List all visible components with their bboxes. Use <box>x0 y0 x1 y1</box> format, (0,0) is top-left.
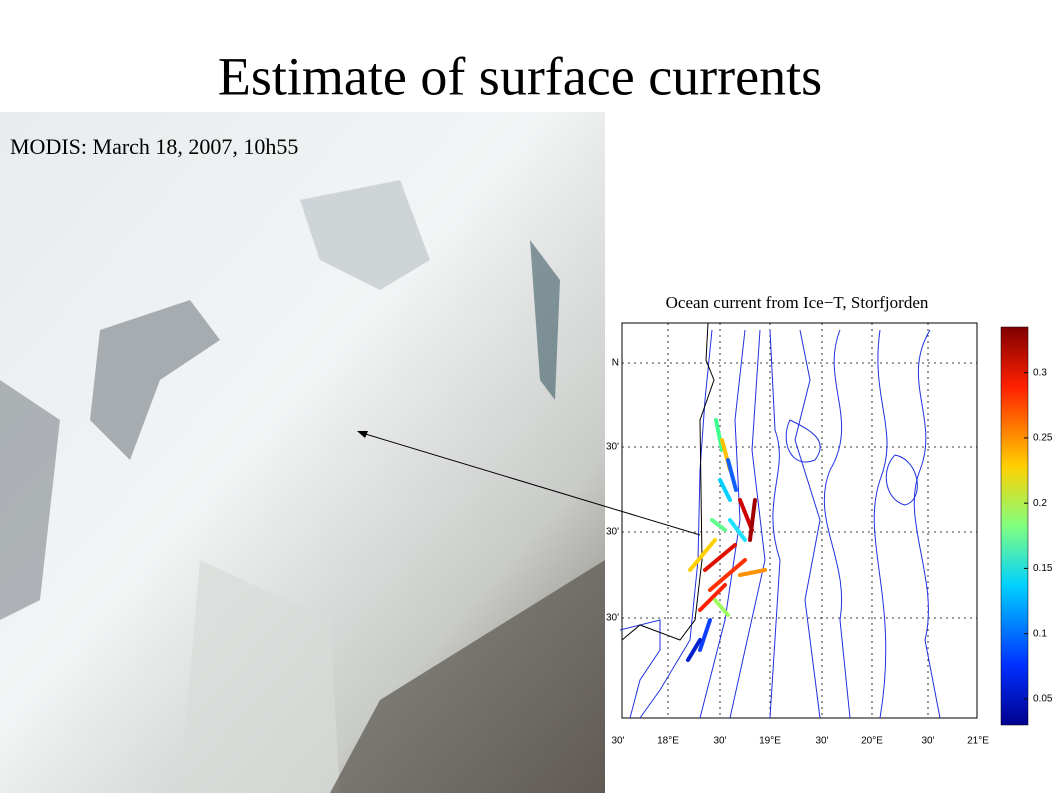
x-tick-label: 21°E <box>967 736 989 747</box>
coastline <box>621 322 715 641</box>
map-title: Ocean current from Ice−T, Storfjorden <box>666 293 929 312</box>
satellite-image <box>0 112 605 793</box>
map-panel: Ocean current from Ice−T, Storfjorden <box>605 285 1058 793</box>
contours <box>619 329 941 719</box>
x-tick-label: 30' <box>815 736 828 747</box>
current-vectors <box>686 418 767 662</box>
x-tick-label: 30' <box>921 736 934 747</box>
x-tick-label: 18°E <box>657 736 679 747</box>
colorbar-tick-label: 0.05 <box>1033 694 1053 705</box>
colorbar-tick-label: 0.25 <box>1033 433 1053 444</box>
x-tick-label: 19°E <box>759 736 781 747</box>
colorbar-tick-label: 0.1 <box>1033 628 1047 639</box>
y-tick-label: N <box>612 358 619 369</box>
image-caption: MODIS: March 18, 2007, 10h55 <box>10 134 298 159</box>
y-tick-label: 30' <box>606 613 619 624</box>
colorbar-tick-label: 0.2 <box>1033 498 1047 509</box>
slide-title: Estimate of surface currents <box>218 46 822 106</box>
y-tick-label: 30' <box>606 527 619 538</box>
pointer-arrow <box>361 432 701 536</box>
map-frame <box>621 322 978 719</box>
x-tick-label: 30' <box>713 736 726 747</box>
pointer-arrowhead <box>357 431 368 438</box>
colorbar-tick-label: 0.3 <box>1033 367 1047 378</box>
x-tick-label: 20°E <box>861 736 883 747</box>
colorbar-tick-label: 0.15 <box>1033 563 1053 574</box>
x-tick-label: 30' <box>611 736 624 747</box>
y-tick-label: 30' <box>606 442 619 453</box>
colorbar <box>1000 326 1029 726</box>
